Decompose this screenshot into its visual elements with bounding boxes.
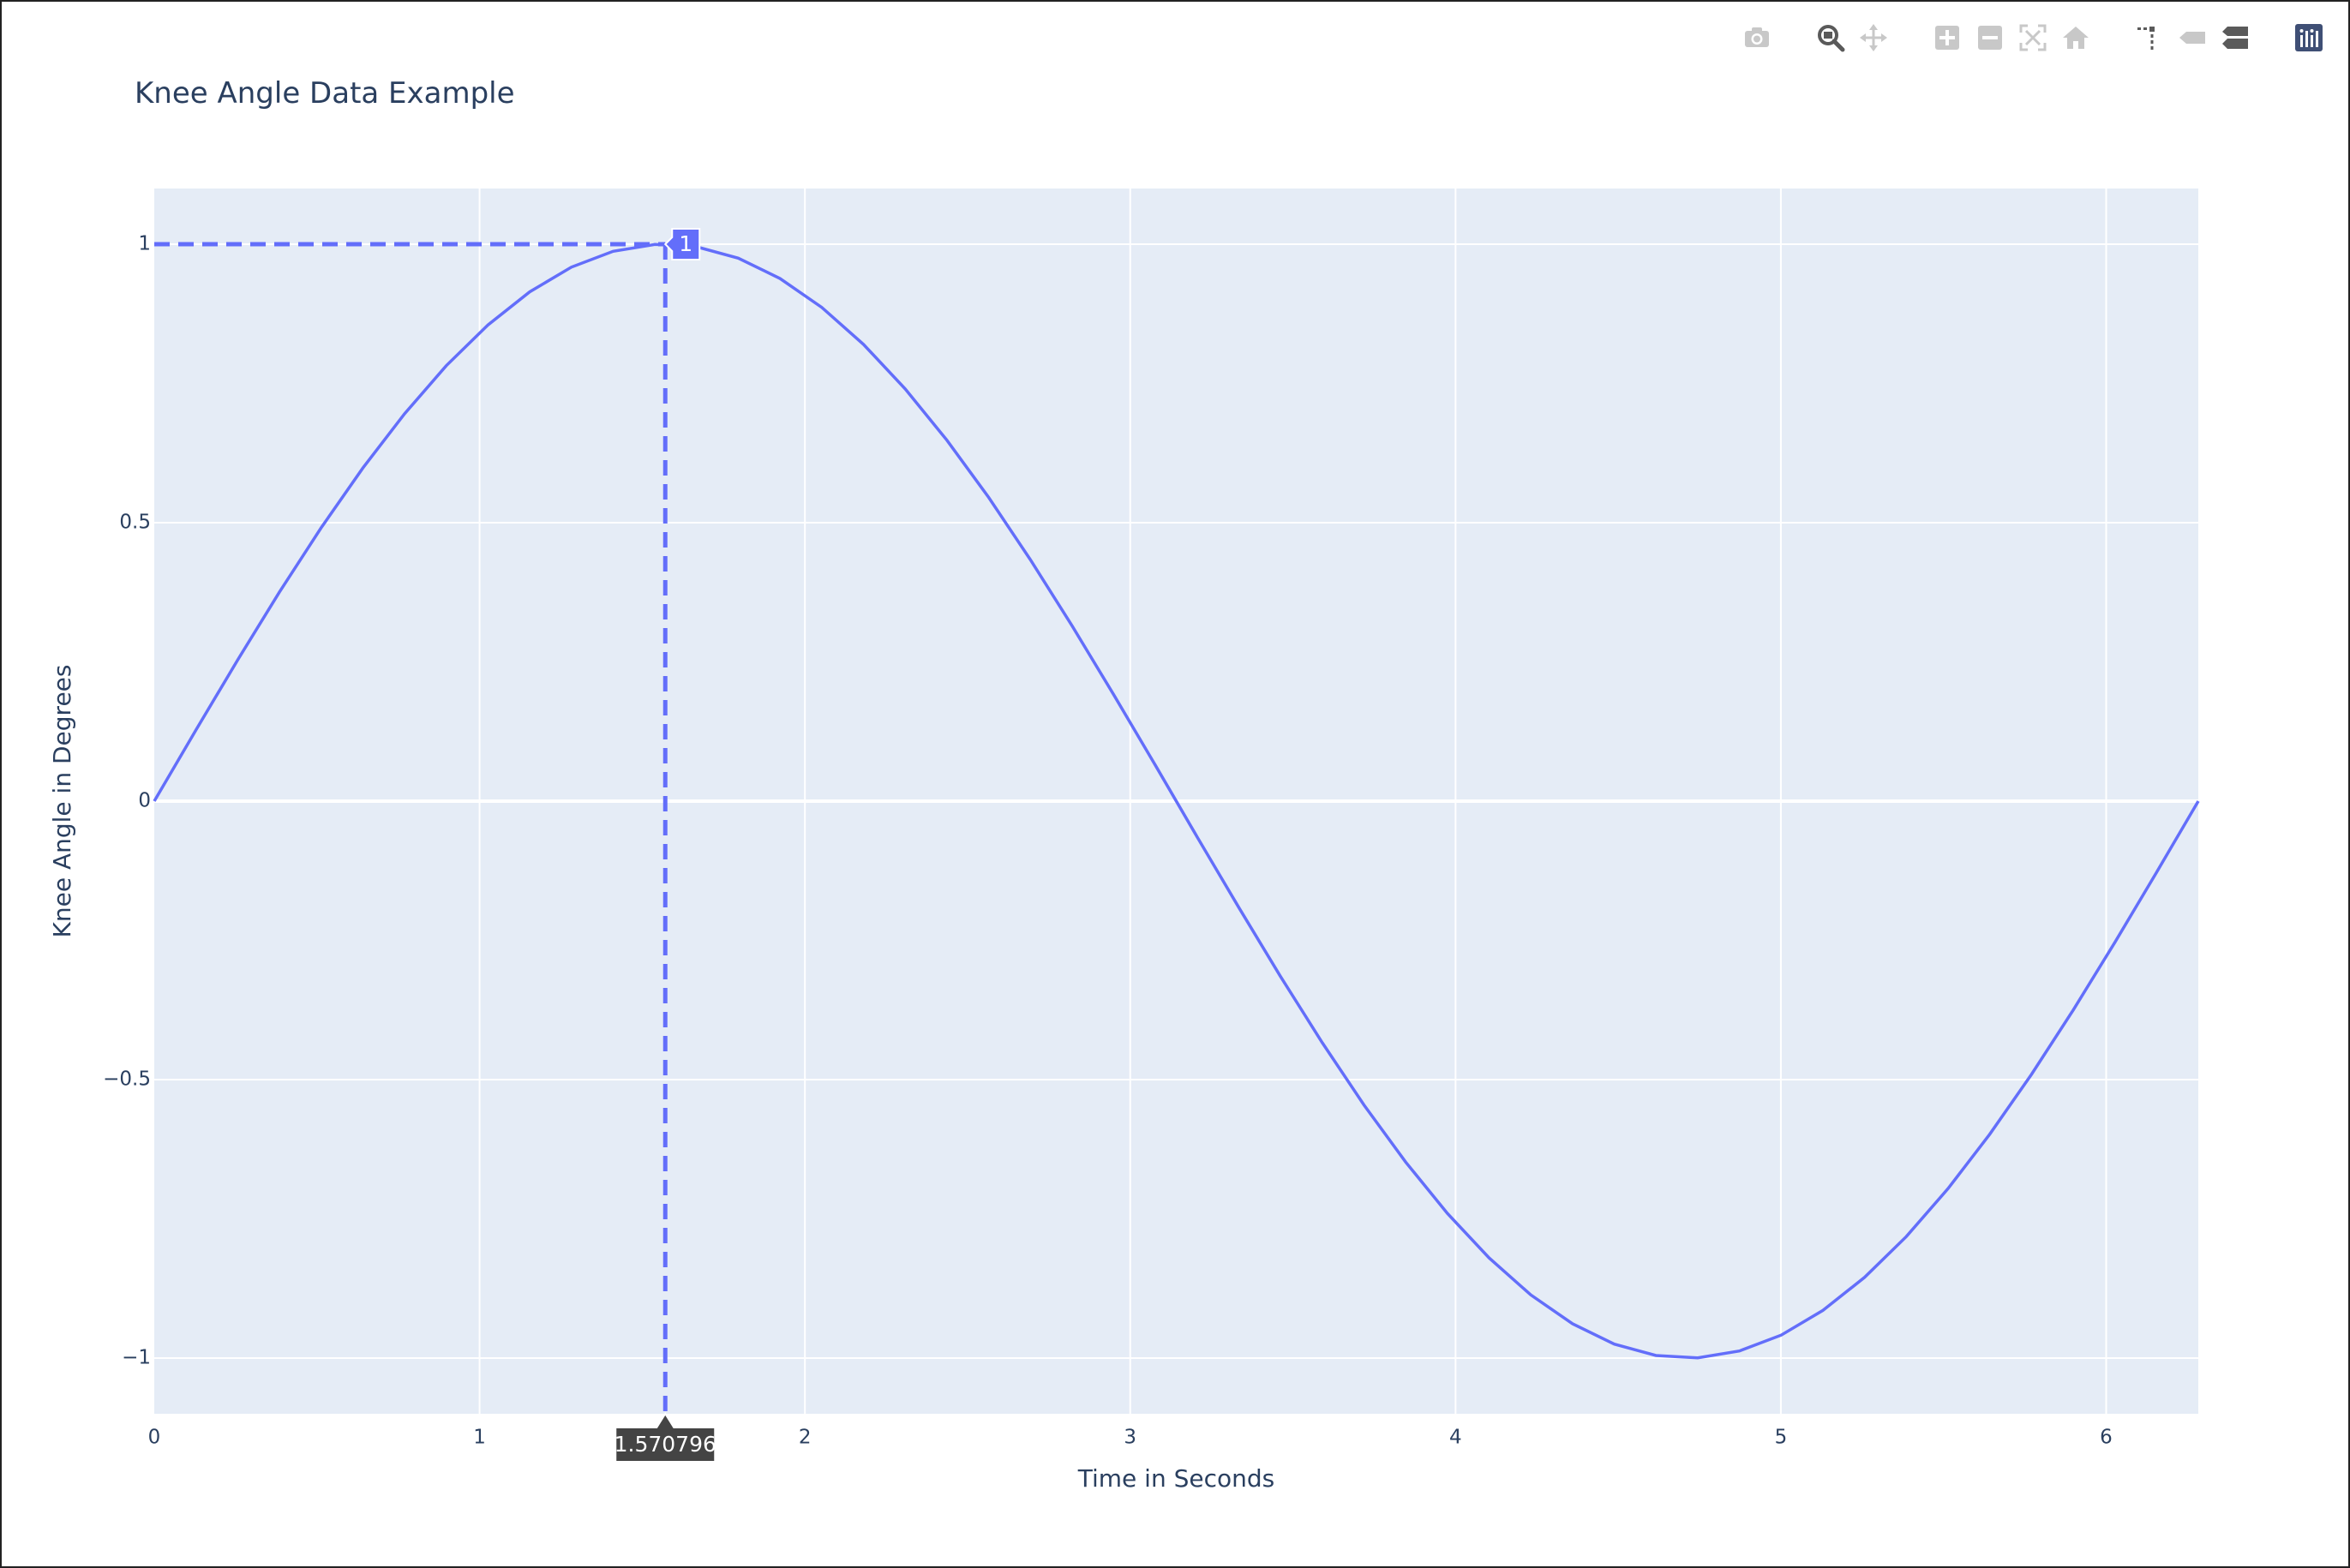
modebar	[1742, 22, 2324, 53]
hover-closest-button[interactable]	[2177, 22, 2208, 53]
y-tick-label: −1	[122, 1347, 151, 1369]
hover-y-label: 1	[663, 228, 701, 260]
hover-y-value: 1	[679, 231, 692, 256]
y-tick-label: 0	[138, 790, 151, 812]
spike-lines-icon	[2137, 27, 2155, 50]
hover-compare-icon	[2222, 27, 2248, 49]
y-tick-label: 0.5	[119, 512, 151, 534]
plotly-logo-button[interactable]	[2293, 22, 2324, 53]
camera-button[interactable]	[1742, 22, 1772, 53]
hover-compare-button[interactable]	[2220, 22, 2251, 53]
zoom-in-icon	[1935, 26, 1959, 50]
hover-closest-icon	[2179, 32, 2205, 44]
hover-x-label: 1.570796	[614, 1412, 716, 1463]
plotly-logo-icon	[2295, 24, 2323, 51]
y-tick-label: 1	[138, 233, 151, 255]
x-tick-label: 2	[799, 1427, 812, 1449]
y-axis-title: Knee Angle in Degrees	[48, 665, 76, 938]
spike-lines-button[interactable]	[2134, 22, 2165, 53]
x-tick-labels: 0 1 2 3 4 5 6	[148, 1427, 2113, 1449]
x-tick-label: 6	[2100, 1427, 2113, 1449]
series-line	[153, 242, 2200, 1360]
autoscale-icon	[2019, 24, 2047, 51]
x-tick-label: 1	[473, 1427, 486, 1449]
zoom-out-button[interactable]	[1975, 22, 2005, 53]
x-tick-label: 0	[148, 1427, 161, 1449]
y-tick-label: −0.5	[103, 1068, 151, 1091]
zoom-out-icon	[1978, 26, 2002, 50]
zoom-icon	[1818, 25, 1845, 52]
spike-lines	[154, 242, 668, 1414]
pan-icon	[1860, 24, 1887, 51]
zoom-button[interactable]	[1815, 22, 1846, 53]
autoscale-button[interactable]	[2017, 22, 2048, 53]
x-axis-title: Time in Seconds	[1077, 1464, 1274, 1493]
zoom-in-button[interactable]	[1932, 22, 1963, 53]
hover-x-value: 1.570796	[614, 1432, 716, 1457]
reset-axes-button[interactable]	[2060, 22, 2091, 53]
y-tick-labels: −1 −0.5 0 0.5 1	[103, 233, 151, 1369]
chart-title: Knee Angle Data Example	[135, 76, 515, 111]
x-tick-label: 3	[1124, 1427, 1136, 1449]
pan-button[interactable]	[1858, 22, 1889, 53]
home-icon	[2063, 27, 2089, 49]
x-tick-label: 4	[1449, 1427, 1462, 1449]
camera-icon	[1745, 27, 1769, 47]
x-tick-label: 5	[1775, 1427, 1788, 1449]
